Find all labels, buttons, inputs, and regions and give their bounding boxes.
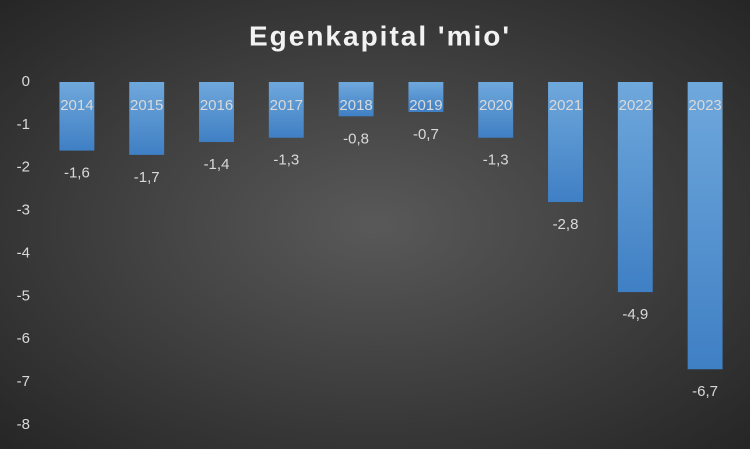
value-label: -1,6 xyxy=(64,165,90,182)
y-tick-label: -3 xyxy=(17,202,30,219)
bar xyxy=(548,82,583,203)
y-tick-label: -8 xyxy=(17,416,30,433)
x-tick-label: 2022 xyxy=(619,97,652,114)
y-tick-label: -6 xyxy=(17,330,30,347)
bar xyxy=(617,82,653,293)
value-label: -0,7 xyxy=(413,126,439,143)
bar xyxy=(59,82,95,151)
value-label: -2,8 xyxy=(553,216,579,233)
x-tick-label: 2020 xyxy=(479,97,512,114)
value-label: -1,4 xyxy=(204,156,230,173)
x-tick-label: 2016 xyxy=(200,97,233,114)
value-label: -0,8 xyxy=(343,130,369,147)
value-label: -1,3 xyxy=(273,152,299,169)
bar xyxy=(199,82,234,143)
y-tick-label: -1 xyxy=(17,116,30,133)
value-label: -4,9 xyxy=(622,306,648,323)
bar xyxy=(338,82,374,117)
value-label: -6,7 xyxy=(692,383,718,400)
y-tick-label: -2 xyxy=(17,159,30,176)
x-tick-label: 2019 xyxy=(409,97,442,114)
y-tick-label: 0 xyxy=(22,73,30,90)
y-tick-label: -7 xyxy=(17,373,30,390)
x-tick-label: 2015 xyxy=(130,97,163,114)
chart-title: Egenkapital 'mio' xyxy=(249,20,511,51)
x-tick-label: 2018 xyxy=(339,97,372,114)
y-tick-label: -4 xyxy=(17,244,30,261)
bar xyxy=(129,82,165,155)
bar xyxy=(408,82,444,113)
x-tick-label: 2014 xyxy=(60,97,93,114)
bar xyxy=(687,82,723,370)
x-tick-label: 2023 xyxy=(688,97,721,114)
bar xyxy=(478,82,514,138)
bar xyxy=(268,82,304,138)
y-tick-label: -5 xyxy=(17,287,30,304)
value-label: -1,7 xyxy=(134,169,160,186)
x-tick-label: 2017 xyxy=(270,97,303,114)
x-tick-label: 2021 xyxy=(549,97,582,114)
value-label: -1,3 xyxy=(483,152,509,169)
